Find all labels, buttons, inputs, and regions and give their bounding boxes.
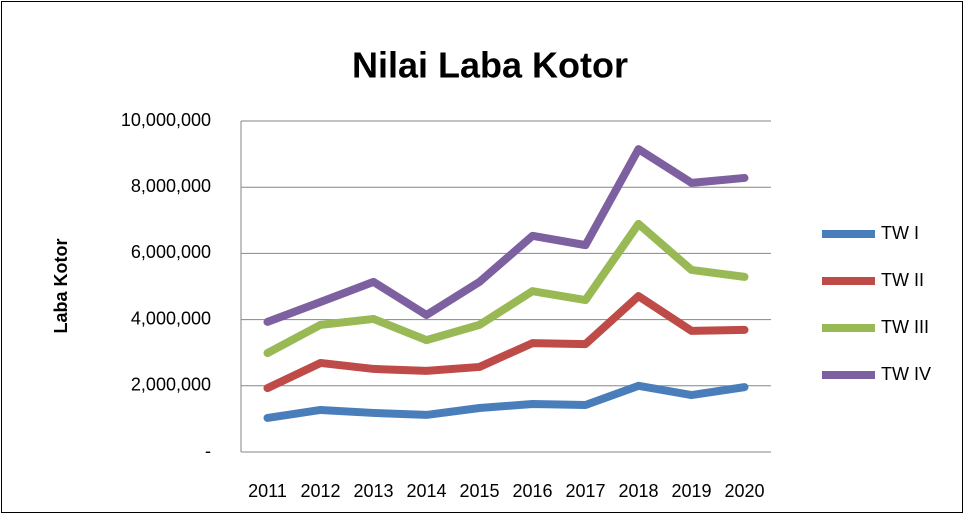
legend-label: TW III — [881, 317, 929, 337]
x-tick-label: 2018 — [618, 481, 658, 501]
legend-label: TW II — [881, 270, 924, 290]
chart-title: Nilai Laba Kotor — [352, 45, 628, 86]
x-tick-label: 2014 — [406, 481, 446, 501]
series-line — [263, 145, 749, 326]
y-axis-label: Laba Kotor — [51, 238, 71, 333]
y-tick-label: 4,000,000 — [131, 308, 211, 328]
legend-label: TW IV — [881, 364, 931, 384]
x-tick-label: 2016 — [512, 481, 552, 501]
y-tick-label: 8,000,000 — [131, 176, 211, 196]
y-tick-label: 10,000,000 — [121, 110, 211, 130]
x-tick-label: 2017 — [565, 481, 605, 501]
y-tick-label: 2,000,000 — [131, 375, 211, 395]
y-tick-label: - — [205, 441, 211, 461]
x-tick-label: 2020 — [724, 481, 764, 501]
series-line — [263, 219, 749, 358]
y-tick-label: 6,000,000 — [131, 242, 211, 262]
x-tick-label: 2012 — [300, 481, 340, 501]
series-line — [263, 292, 749, 393]
legend-label: TW I — [881, 223, 919, 243]
x-tick-label: 2015 — [459, 481, 499, 501]
x-tick-label: 2013 — [353, 481, 393, 501]
x-tick-label: 2019 — [671, 481, 711, 501]
x-tick-label: 2011 — [248, 481, 287, 501]
series-line — [263, 381, 749, 422]
